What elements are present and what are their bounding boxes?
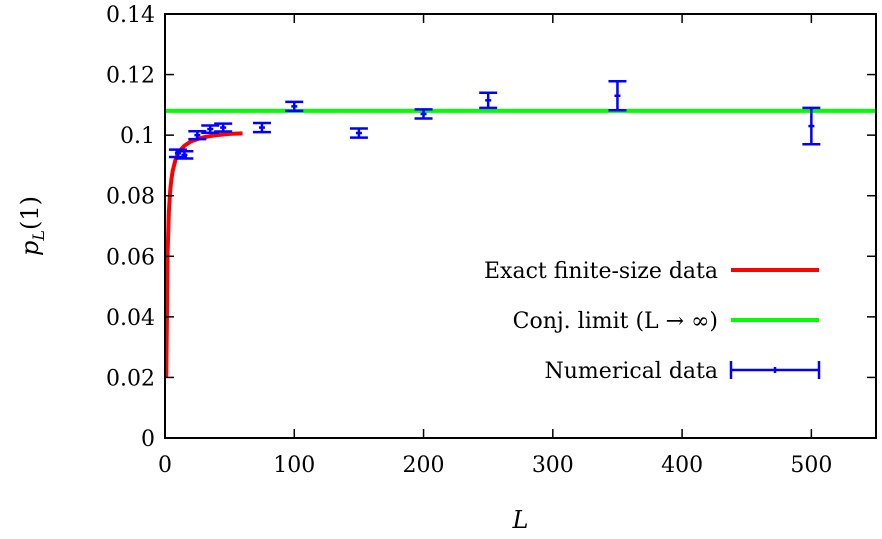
data-point bbox=[214, 122, 233, 133]
legend-label: Numerical data bbox=[545, 359, 718, 384]
data-point bbox=[188, 129, 207, 141]
y-tick-label: 0.06 bbox=[106, 245, 155, 270]
data-point bbox=[175, 149, 194, 160]
legend: Exact finite-size data Conj. limit (L → ∞… bbox=[484, 259, 821, 384]
y-tick-label: 0 bbox=[141, 427, 155, 452]
y-tick-label: 0.02 bbox=[106, 366, 155, 391]
y-tick-label: 0.12 bbox=[106, 64, 155, 89]
y-axis-label-suffix: (1) bbox=[16, 196, 44, 230]
data-point bbox=[479, 91, 498, 110]
data-point bbox=[252, 121, 271, 134]
data-point bbox=[414, 108, 433, 120]
y-axis-label-main: p bbox=[16, 241, 44, 256]
data-point bbox=[349, 127, 368, 139]
legend-label: Conj. limit (L → ∞) bbox=[513, 309, 718, 334]
y-tick-label: 0.1 bbox=[120, 124, 155, 149]
x-tick-label: 0 bbox=[158, 453, 172, 478]
x-tick-label: 500 bbox=[790, 453, 832, 478]
x-tick-label: 400 bbox=[661, 453, 703, 478]
legend-label: Exact finite-size data bbox=[484, 259, 718, 284]
data-point bbox=[802, 106, 821, 146]
data-point bbox=[285, 100, 304, 113]
y-tick-label: 0.08 bbox=[106, 185, 155, 210]
y-axis-ticks: 0 0.02 0.04 0.06 0.08 0.1 0.12 0.14 bbox=[106, 3, 876, 452]
x-axis-label: L bbox=[512, 506, 529, 534]
plot-frame bbox=[164, 13, 877, 439]
x-tick-label: 300 bbox=[532, 453, 574, 478]
y-axis-label-sub: L bbox=[29, 230, 48, 242]
x-tick-label: 100 bbox=[273, 453, 315, 478]
y-tick-label: 0.14 bbox=[106, 3, 155, 28]
series-line bbox=[164, 131, 243, 378]
x-axis-ticks: 0 100 200 300 400 500 bbox=[158, 14, 832, 478]
y-tick-label: 0.04 bbox=[106, 306, 155, 331]
plot-area bbox=[164, 79, 876, 378]
data-point bbox=[608, 79, 627, 112]
x-tick-label: 200 bbox=[403, 453, 445, 478]
y-axis-label: pL(1) bbox=[16, 196, 48, 256]
